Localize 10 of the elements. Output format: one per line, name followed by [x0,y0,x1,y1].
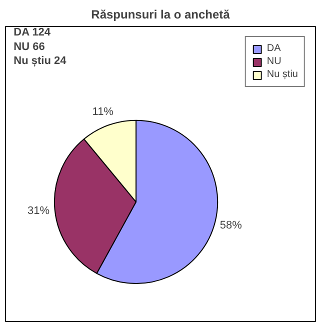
legend-label: Nu știu [266,69,298,80]
text: Nu știu 24 [14,55,68,68]
data-label: 31% [28,204,50,217]
legend-label: DA [266,43,282,54]
data-label: 58% [220,220,242,232]
chart-title: Răspunsuri la o anchetă [91,8,230,22]
text: DA 124 [14,26,52,38]
text: NU 66 [14,40,45,53]
legend-label: NU [266,56,282,67]
data-label: 11% [92,106,114,118]
